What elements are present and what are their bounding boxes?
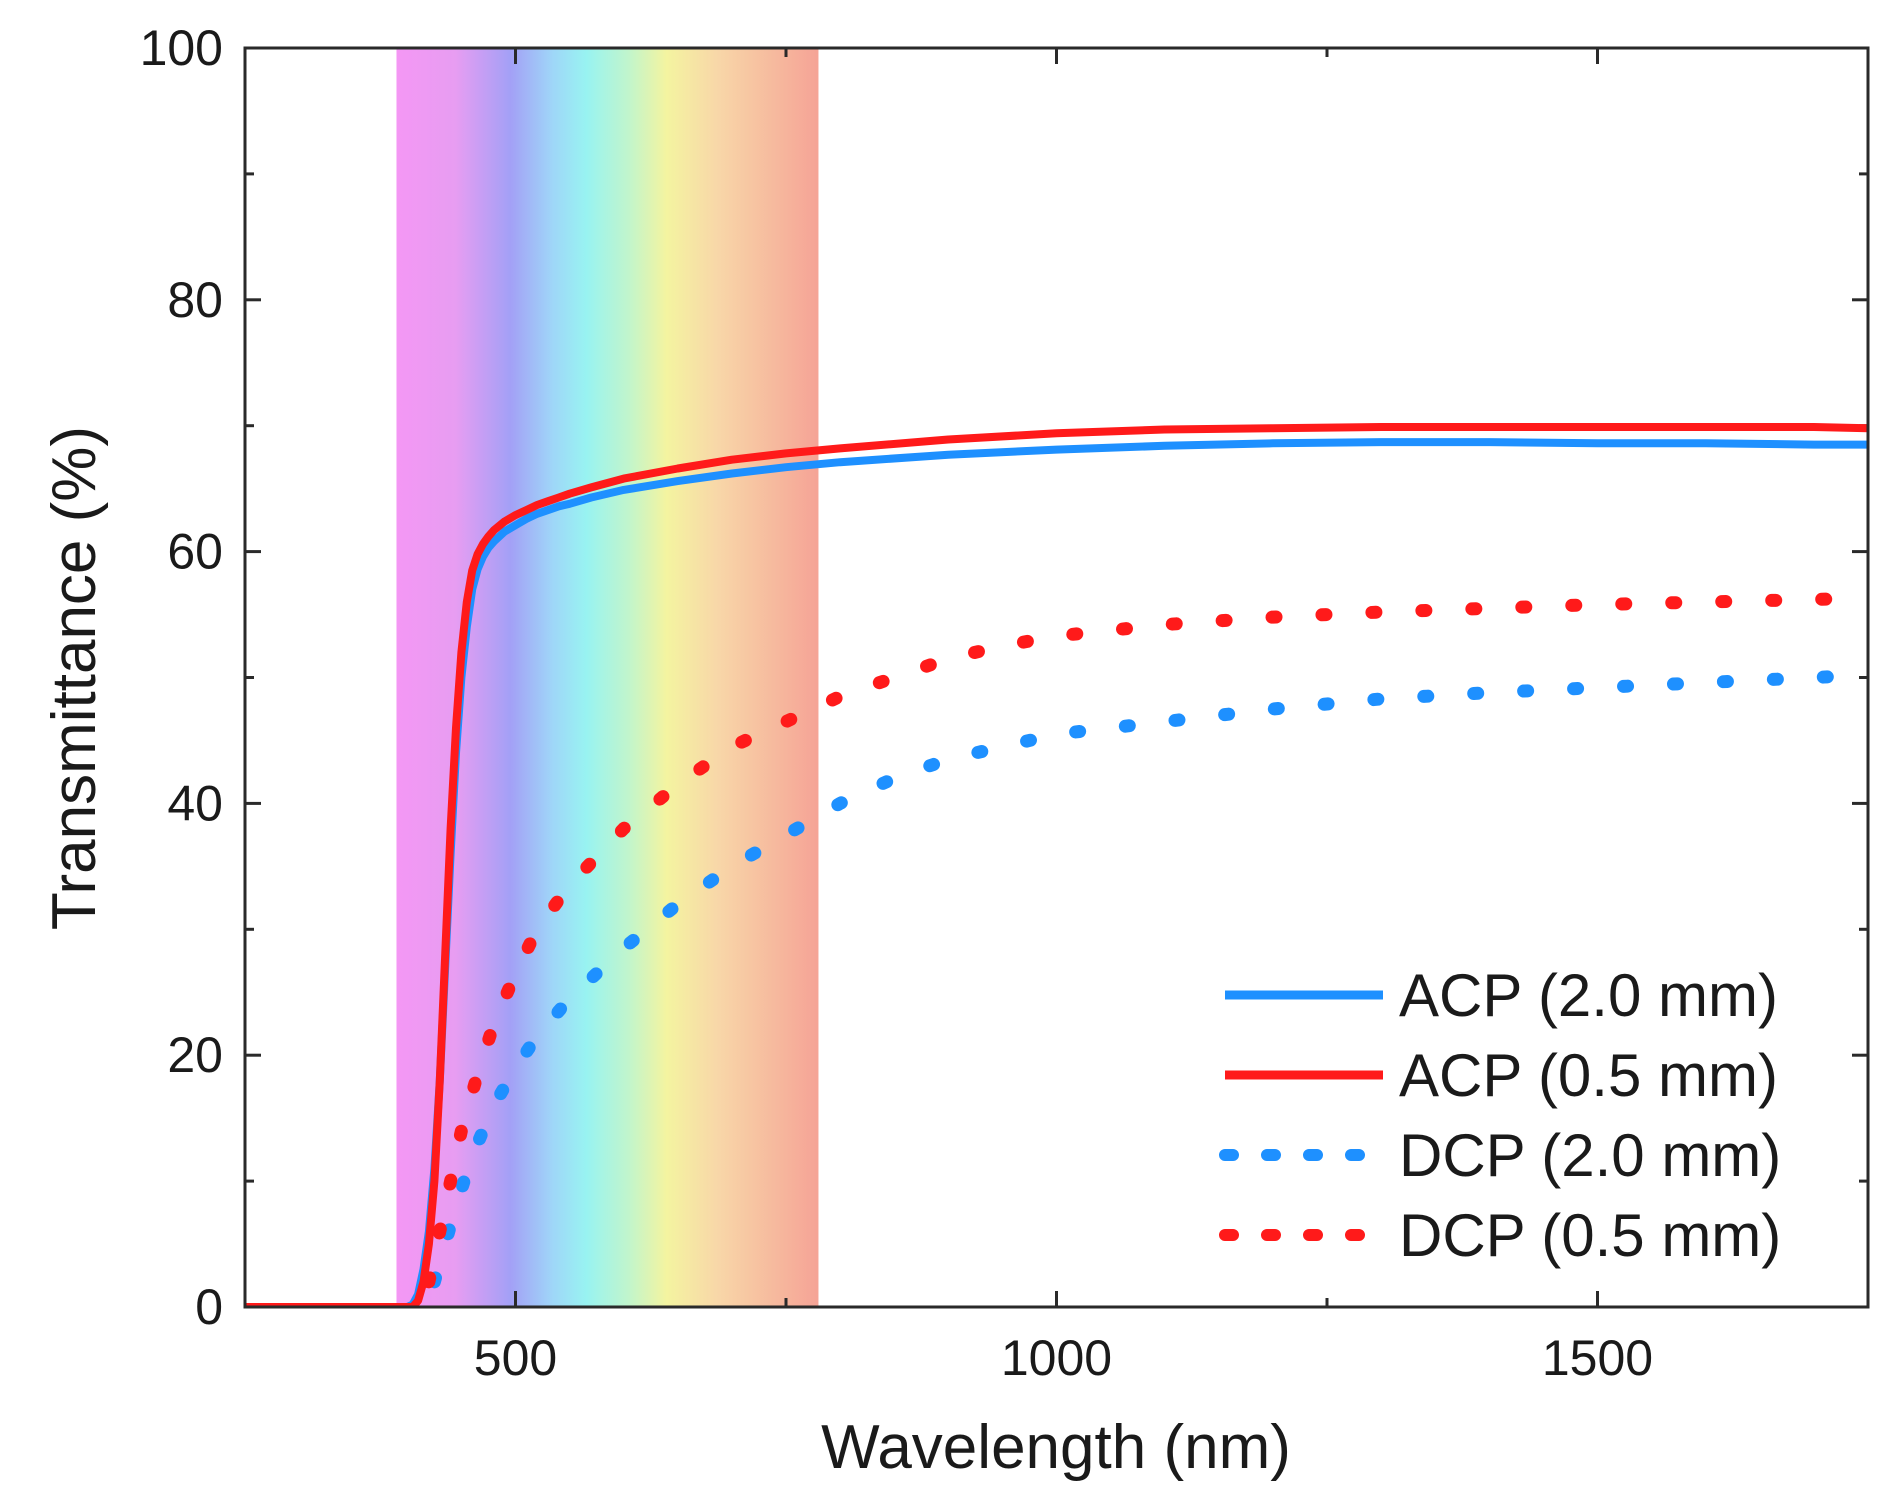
y-tick-labels: 0 20 40 60 80 100 bbox=[140, 20, 223, 1335]
x-axis-title: Wavelength (nm) bbox=[821, 1413, 1291, 1482]
y-axis-title: Transmittance (%) bbox=[40, 426, 109, 930]
legend-label: ACP (0.5 mm) bbox=[1399, 1042, 1778, 1109]
legend-label: DCP (0.5 mm) bbox=[1399, 1202, 1781, 1269]
series-line-acp-0-5-mm bbox=[245, 423, 1868, 1307]
series-line-dcp-2-0-mm bbox=[427, 668, 1868, 1289]
series-line-dcp-0-5-mm bbox=[422, 591, 1868, 1289]
legend-label: ACP (2.0 mm) bbox=[1399, 962, 1778, 1029]
y-tick-label: 40 bbox=[167, 775, 223, 831]
legend: ACP (2.0 mm) ACP (0.5 mm) DCP (2.0 mm) DCP … bbox=[1219, 962, 1781, 1269]
plot-frame bbox=[243, 46, 1870, 1309]
legend-label: DCP (2.0 mm) bbox=[1399, 1122, 1781, 1189]
y-tick-label: 80 bbox=[167, 272, 223, 328]
y-tick-label: 20 bbox=[167, 1027, 223, 1083]
y-tick-label: 0 bbox=[195, 1279, 223, 1335]
x-tick-label: 1000 bbox=[1001, 1330, 1112, 1386]
x-tick-labels: 500 1000 1500 bbox=[474, 1330, 1653, 1386]
y-tick-label: 100 bbox=[140, 20, 223, 76]
x-tick-label: 500 bbox=[474, 1330, 557, 1386]
x-tick-label: 1500 bbox=[1542, 1330, 1653, 1386]
visible-spectrum-band bbox=[396, 48, 819, 1307]
y-tick-label: 60 bbox=[167, 524, 223, 580]
series-layer bbox=[245, 423, 1868, 1307]
